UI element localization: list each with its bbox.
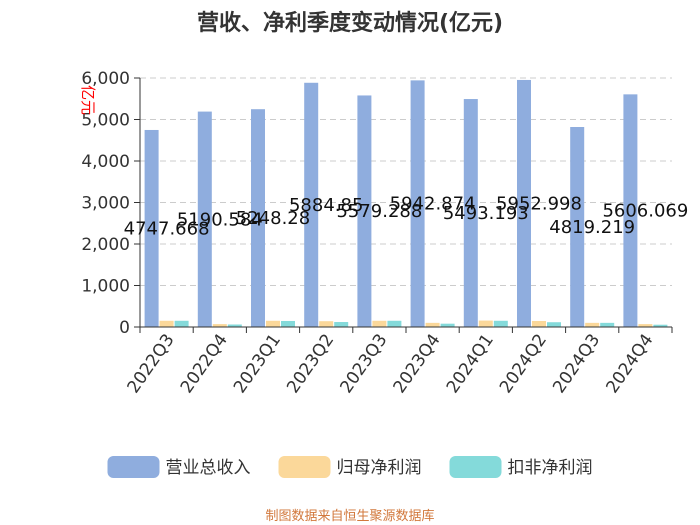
bar[interactable] <box>159 320 174 327</box>
data-label: 5952.998 <box>496 193 582 214</box>
bar[interactable] <box>174 320 189 327</box>
legend[interactable]: 营业总收入 归母净利润 扣非净利润 <box>107 456 593 478</box>
x-tick-label: 2024Q4 <box>602 330 657 397</box>
bar[interactable] <box>227 324 242 327</box>
x-tick-label: 2024Q2 <box>496 330 551 397</box>
bar[interactable] <box>281 320 295 327</box>
bars-group <box>144 79 668 328</box>
data-label: 5493.193 <box>443 203 529 224</box>
x-tick-label: 2022Q3 <box>124 330 179 397</box>
chart-title: 营收、净利季度变动情况(亿元) <box>197 10 503 36</box>
y-tick-label: 2,000 <box>81 235 130 255</box>
data-label: 4819.219 <box>549 217 635 238</box>
y-tick-label: 3,000 <box>81 194 130 214</box>
data-label: 5190.584 <box>177 209 263 230</box>
bar[interactable] <box>372 320 387 327</box>
data-labels: 4747.6685190.5845248.285884.855579.28859… <box>124 193 689 239</box>
bar[interactable] <box>440 323 455 327</box>
bar[interactable] <box>387 320 402 327</box>
bar[interactable] <box>623 94 638 327</box>
legend-swatch <box>107 456 160 478</box>
bar[interactable] <box>425 322 440 327</box>
bar[interactable] <box>478 320 493 327</box>
y-tick-label: 6,000 <box>81 69 130 89</box>
bar[interactable] <box>600 322 615 327</box>
data-label: 5942.874 <box>390 194 476 215</box>
bar[interactable] <box>197 111 212 328</box>
bar[interactable] <box>570 127 585 327</box>
x-axis: 2022Q32022Q42023Q12023Q22023Q32023Q42024… <box>124 326 673 397</box>
bar[interactable] <box>266 320 280 327</box>
source-note: 制图数据来自恒生聚源数据库 <box>265 508 434 524</box>
data-label: 4747.668 <box>124 218 210 239</box>
bar[interactable] <box>144 129 159 327</box>
data-label: 5884.85 <box>289 195 363 216</box>
grid-lines <box>140 77 672 286</box>
x-tick-label: 2023Q3 <box>336 330 391 397</box>
bar[interactable] <box>638 324 653 327</box>
x-tick-label: 2024Q1 <box>443 330 498 397</box>
x-tick-label: 2024Q3 <box>549 330 604 397</box>
bar[interactable] <box>304 82 319 328</box>
bar[interactable] <box>517 79 531 327</box>
x-tick-label: 2022Q4 <box>177 330 232 397</box>
y-tick-label: 0 <box>119 318 130 338</box>
bar[interactable] <box>463 99 478 327</box>
data-label: 5579.288 <box>336 201 422 222</box>
y-tick-label: 1,000 <box>81 277 130 297</box>
bar[interactable] <box>251 109 265 327</box>
legend-label: 归母净利润 <box>337 458 422 478</box>
bar[interactable] <box>653 324 668 327</box>
bar[interactable] <box>334 322 349 327</box>
y-axis-label: 亿元 <box>79 85 97 115</box>
bar[interactable] <box>493 320 508 327</box>
legend-item[interactable]: 营业总收入 <box>107 456 251 478</box>
bar[interactable] <box>585 322 600 327</box>
legend-swatch <box>278 456 331 478</box>
bar[interactable] <box>410 80 425 327</box>
legend-swatch <box>449 456 502 478</box>
y-axis: 0 1,000 2,000 3,000 4,000 5,000 6,000 <box>81 69 141 338</box>
bar[interactable] <box>319 321 334 327</box>
x-tick-label: 2023Q1 <box>230 330 285 397</box>
y-tick-label: 5,000 <box>81 111 130 131</box>
y-tick-label: 4,000 <box>81 152 130 172</box>
x-tick-label: 2023Q4 <box>390 330 445 397</box>
legend-item[interactable]: 扣非净利润 <box>449 456 593 478</box>
legend-label: 扣非净利润 <box>508 458 593 478</box>
legend-item[interactable]: 归母净利润 <box>278 456 422 478</box>
data-label: 5248.28 <box>236 208 310 229</box>
bar[interactable] <box>547 322 561 327</box>
x-tick-label: 2023Q2 <box>283 330 338 397</box>
bar[interactable] <box>357 95 372 327</box>
bar[interactable] <box>532 320 546 327</box>
data-label: 5606.069 <box>602 201 688 222</box>
bar[interactable] <box>212 324 227 327</box>
legend-label: 营业总收入 <box>166 458 251 478</box>
